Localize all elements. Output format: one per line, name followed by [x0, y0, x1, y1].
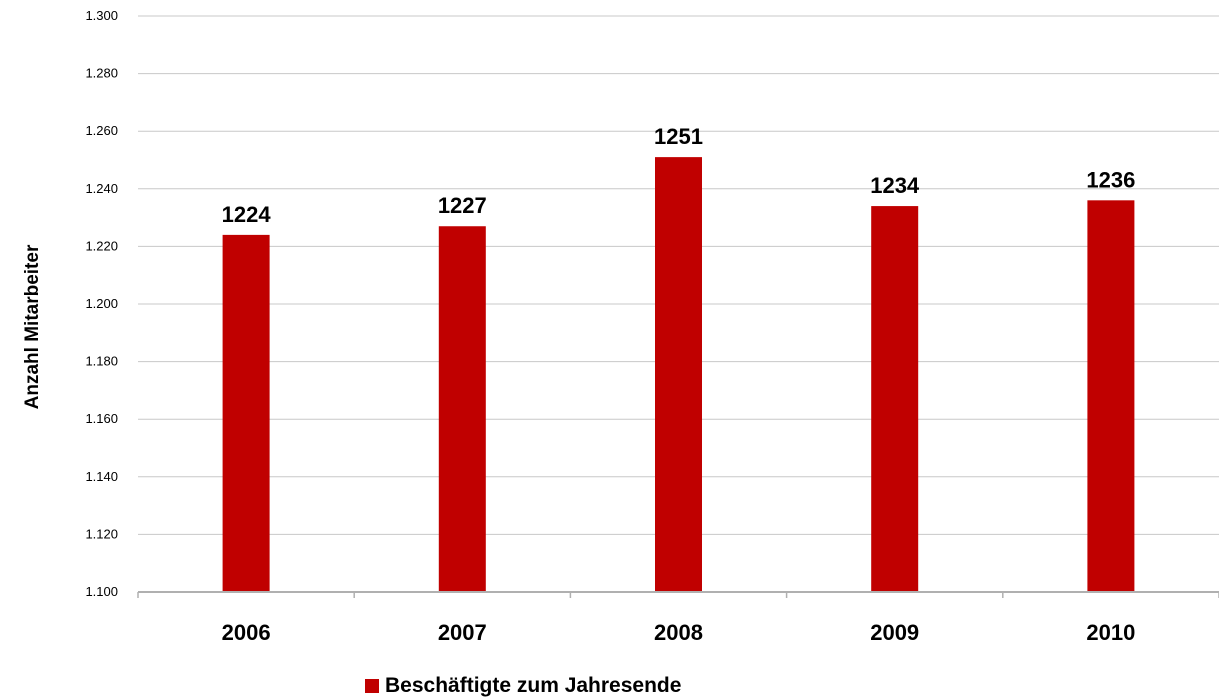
y-tick-label: 1.280	[85, 66, 118, 81]
x-tick-label: 2006	[222, 620, 271, 645]
data-label: 1236	[1086, 167, 1135, 192]
y-tick-label: 1.220	[85, 238, 118, 253]
data-labels: 1224 1227 1251 1234 1236	[222, 124, 1136, 227]
x-tick-label: 2010	[1086, 620, 1135, 645]
bar	[1087, 200, 1135, 592]
y-tick-label: 1.120	[85, 526, 118, 541]
y-tick-label: 1.160	[85, 411, 118, 426]
y-tick-label: 1.300	[85, 8, 118, 23]
y-tick-label: 1.240	[85, 181, 118, 196]
y-tick-label: 1.200	[85, 296, 118, 311]
x-tick-label: 2009	[870, 620, 919, 645]
data-label: 1234	[870, 173, 920, 198]
data-label: 1227	[438, 193, 487, 218]
x-tick-label: 2008	[654, 620, 703, 645]
y-tick-label: 1.260	[85, 123, 118, 138]
y-tick-label: 1.140	[85, 469, 118, 484]
data-label: 1224	[222, 202, 272, 227]
x-tick-label: 2007	[438, 620, 487, 645]
y-tick-labels: 1.100 1.120 1.140 1.160 1.180 1.200 1.220 1.240…	[85, 8, 118, 599]
x-axis	[137, 591, 1219, 598]
bar	[871, 206, 919, 592]
bar	[222, 234, 270, 592]
bars	[222, 157, 1135, 593]
legend: Beschäftigte zum Jahresende	[365, 674, 681, 698]
legend-label: Beschäftigte zum Jahresende	[385, 674, 682, 697]
bar	[655, 157, 702, 592]
y-tick-label: 1.100	[85, 584, 118, 599]
x-tick-labels: 2006 2007 2008 2009 2010	[222, 620, 1136, 645]
data-label: 1251	[654, 124, 703, 149]
bar	[438, 226, 486, 593]
legend-swatch	[365, 679, 379, 693]
y-axis-label: Anzahl Mitarbeiter	[22, 244, 43, 409]
y-tick-label: 1.180	[85, 354, 118, 369]
